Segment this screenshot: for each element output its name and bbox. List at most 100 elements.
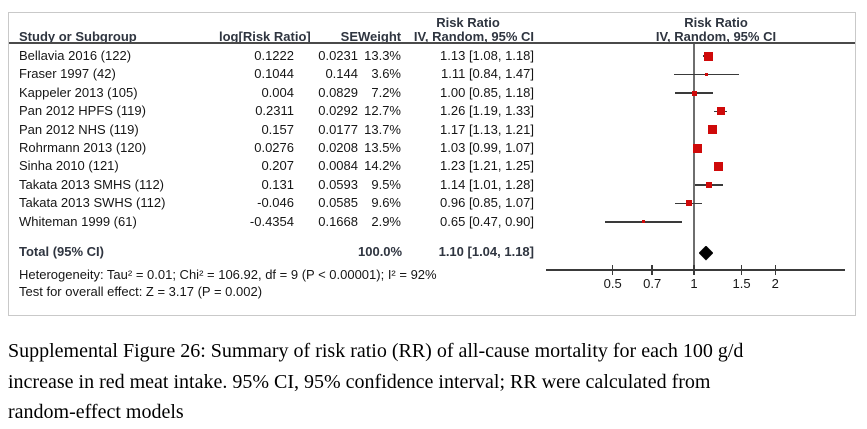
table-row: Takata 2013 SMHS (112) 0.131 0.0593 9.5%… xyxy=(9,176,539,194)
log-rr-value: 0.0276 xyxy=(254,140,294,155)
study-name: Pan 2012 NHS (119) xyxy=(19,121,139,137)
overall-effect-test: Test for overall effect: Z = 3.17 (P = 0… xyxy=(19,284,263,299)
log-rr-value: 0.131 xyxy=(261,176,294,192)
weight-value: 2.9% xyxy=(371,213,401,229)
se-value: 0.0292 xyxy=(318,103,358,119)
se-value: 0.1668 xyxy=(318,213,358,229)
caption-line: increase in red meat intake. 95% CI, 95%… xyxy=(8,370,711,393)
table-row: Fraser 1997 (42) 0.1044 0.144 3.6% 1.11 … xyxy=(9,65,539,83)
log-rr-value: -0.046 xyxy=(257,195,294,211)
figure-caption: Supplemental Figure 26: Summary of risk … xyxy=(8,336,864,428)
table-row: Pan 2012 HPFS (119) 0.2311 0.0292 12.7% … xyxy=(9,102,539,120)
estimate-marker xyxy=(706,182,713,188)
axis-tick-label: 0.7 xyxy=(643,276,662,291)
se-value: 0.0208 xyxy=(318,140,358,155)
plot-header-iv-random-ci: IV, Random, 95% CI xyxy=(655,29,777,44)
log-rr-value: 0.004 xyxy=(261,84,294,100)
study-name: Takata 2013 SMHS (112) xyxy=(19,176,164,192)
study-name: Fraser 1997 (42) xyxy=(19,66,116,82)
column-header-study: Study or Subgroup xyxy=(19,29,137,44)
log-rr-value: 0.157 xyxy=(261,121,294,137)
forest-graphic: 0.5 0.7 1 1.5 2 xyxy=(9,13,855,315)
log-rr-value: 0.1044 xyxy=(254,66,294,82)
summary-diamond xyxy=(698,245,714,261)
log-rr-value: 0.207 xyxy=(261,158,294,174)
axis-tick xyxy=(693,265,695,275)
caption-line: Supplemental Figure 26: Summary of risk … xyxy=(8,340,744,362)
se-value: 0.0084 xyxy=(318,158,358,174)
study-name: Pan 2012 HPFS (119) xyxy=(19,103,146,119)
table-row: Rohrmann 2013 (120) 0.0276 0.0208 13.5% … xyxy=(9,139,539,157)
estimate-marker xyxy=(692,143,702,153)
log-rr-value: 0.2311 xyxy=(255,103,294,119)
table-row: Kappeler 2013 (105) 0.004 0.0829 7.2% 1.… xyxy=(9,84,539,102)
study-name: Sinha 2010 (121) xyxy=(19,158,119,174)
column-header-risk-ratio: Risk Ratio xyxy=(436,15,500,30)
weight-value: 14.2% xyxy=(364,158,401,174)
se-value: 0.0231 xyxy=(318,48,358,63)
estimate-marker xyxy=(686,200,693,207)
axis-tick-label: 1.5 xyxy=(732,276,751,291)
heterogeneity-stats: Heterogeneity: Tau² = 0.01; Chi² = 106.9… xyxy=(19,267,437,282)
study-name: Whiteman 1999 (61) xyxy=(19,213,137,229)
ci-value: 0.65 [0.47, 0.90] xyxy=(440,213,534,229)
weight-value: 13.7% xyxy=(364,121,401,137)
weight-value: 3.6% xyxy=(371,66,401,82)
weight-value: 13.3% xyxy=(364,48,401,63)
ci-value: 1.14 [1.01, 1.28] xyxy=(440,176,534,192)
axis-tick-label: 2 xyxy=(771,276,779,291)
log-rr-value: -0.4354 xyxy=(249,213,294,229)
weight-value: 7.2% xyxy=(371,84,401,100)
column-header-se: SE xyxy=(340,29,358,44)
study-name: Takata 2013 SWHS (112) xyxy=(19,195,166,211)
total-weight: 100.0% xyxy=(358,244,403,259)
header-rule xyxy=(9,42,855,44)
column-header-weight: Weight xyxy=(358,29,402,44)
caption-line: random-effect models xyxy=(8,401,184,423)
plot-header-risk-ratio: Risk Ratio xyxy=(684,15,748,30)
table-row: Whiteman 1999 (61) -0.4354 0.1668 2.9% 0… xyxy=(9,213,539,231)
axis-tick xyxy=(611,265,614,275)
forest-plot-panel: Risk Ratio Study or Subgroup log[Risk Ra… xyxy=(8,12,856,316)
ci-value: 1.11 [0.84, 1.47] xyxy=(441,66,534,82)
axis-tick xyxy=(740,265,743,275)
study-name: Kappeler 2013 (105) xyxy=(19,84,138,100)
se-value: 0.0829 xyxy=(318,84,358,100)
ci-value: 1.23 [1.21, 1.25] xyxy=(440,158,534,174)
ci-value: 1.03 [0.99, 1.07] xyxy=(440,140,534,155)
ci-value: 1.26 [1.19, 1.33] xyxy=(440,103,534,119)
se-value: 0.0177 xyxy=(318,121,358,137)
estimate-marker xyxy=(717,107,726,116)
table-row: Takata 2013 SWHS (112) -0.046 0.0585 9.6… xyxy=(9,194,539,212)
estimate-marker xyxy=(691,90,697,96)
ci-value: 1.00 [0.85, 1.18] xyxy=(440,84,534,100)
total-ci: 1.10 [1.04, 1.18] xyxy=(438,244,534,259)
estimate-marker xyxy=(707,125,717,135)
axis-tick xyxy=(774,265,777,275)
weight-value: 9.5% xyxy=(371,176,401,192)
reference-line xyxy=(693,44,695,270)
weight-value: 9.6% xyxy=(371,195,401,211)
ci-value: 1.13 [1.08, 1.18] xyxy=(440,48,534,63)
estimate-marker xyxy=(704,73,708,77)
estimate-marker xyxy=(641,220,645,224)
se-value: 0.0585 xyxy=(318,195,358,211)
ci-value: 0.96 [0.85, 1.07] xyxy=(440,195,534,211)
study-name: Bellavia 2016 (122) xyxy=(19,48,132,63)
estimate-marker xyxy=(713,162,723,172)
total-row: Total (95% CI) 100.0% 1.10 [1.04, 1.18] xyxy=(9,243,539,261)
weight-value: 13.5% xyxy=(364,140,401,155)
axis-tick xyxy=(651,265,653,275)
weight-value: 12.7% xyxy=(364,103,401,119)
table-row: Pan 2012 NHS (119) 0.157 0.0177 13.7% 1.… xyxy=(9,121,539,139)
axis-tick-label: 0.5 xyxy=(603,276,622,291)
study-name: Rohrmann 2013 (120) xyxy=(19,140,147,155)
table-row: Sinha 2010 (121) 0.207 0.0084 14.2% 1.23… xyxy=(9,157,539,175)
estimate-marker xyxy=(703,51,713,61)
column-header-iv-random-ci: IV, Random, 95% CI xyxy=(413,29,534,44)
total-label: Total (95% CI) xyxy=(19,244,104,259)
x-axis-line xyxy=(546,269,845,271)
se-value: 0.0593 xyxy=(318,176,358,192)
se-value: 0.144 xyxy=(325,66,358,82)
